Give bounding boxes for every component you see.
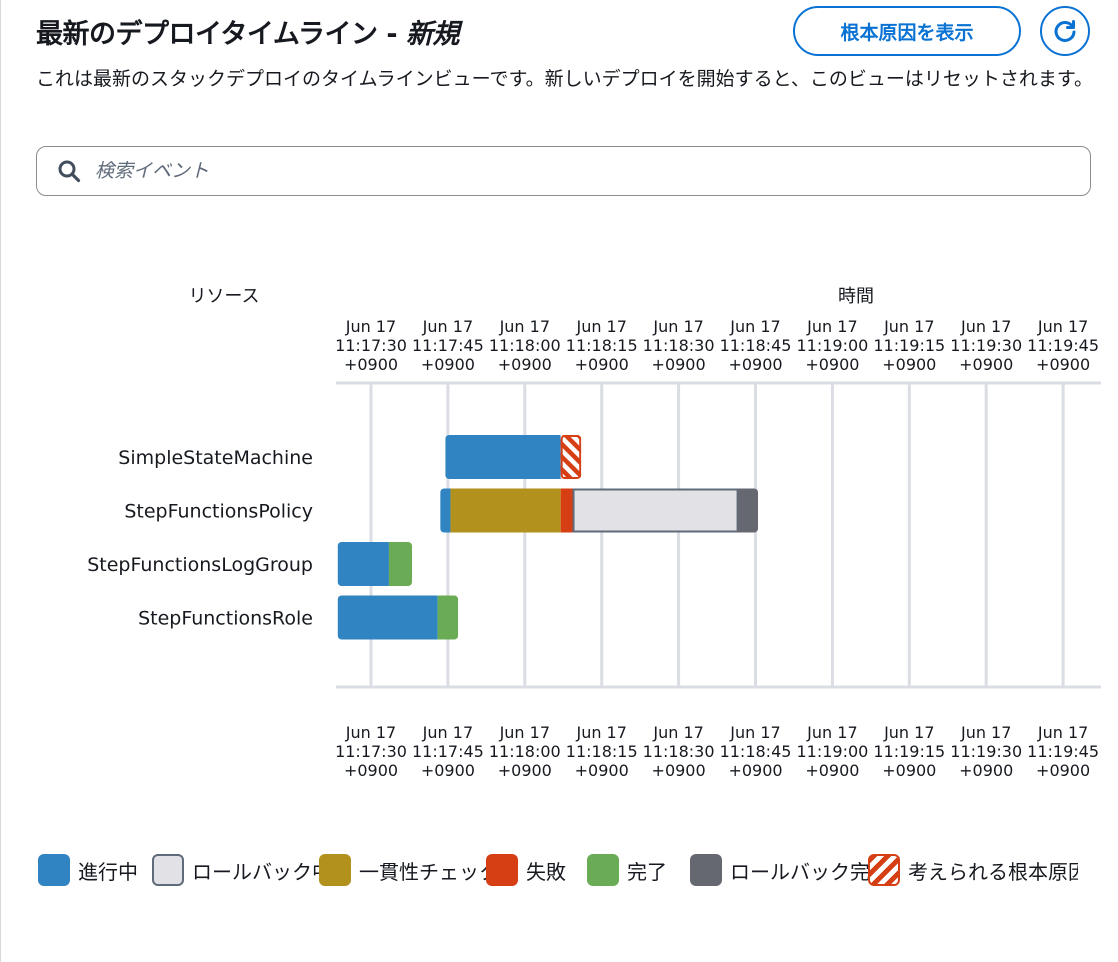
tick-label-bottom: Jun 17 11:17:30 +0900: [335, 723, 407, 780]
timeline-description: これは最新のスタックデプロイのタイムラインビューです。新しいデプロイを開始すると…: [36, 68, 1093, 90]
resource-row-bars[interactable]: [440, 488, 759, 533]
tick-label-top: Jun 17 11:18:15 +0900: [566, 317, 638, 374]
resource-label: StepFunctionsPolicy: [124, 501, 313, 523]
resource-row-bars[interactable]: [337, 595, 459, 640]
tick-label-bottom: Jun 17 11:19:45 +0900: [1027, 723, 1099, 780]
legend-label: 考えられる根本原因: [908, 859, 1078, 884]
bar-segment-root-cause[interactable]: [560, 435, 582, 479]
tick-label-top: Jun 17 11:19:45 +0900: [1027, 317, 1099, 374]
tick-label-bottom: Jun 17 11:19:00 +0900: [796, 723, 868, 780]
bar-segment-consistency-check[interactable]: [450, 488, 561, 533]
tick-label-top: Jun 17 11:17:30 +0900: [335, 317, 407, 374]
legend-item-consistency-check: 一貫性チェック: [319, 852, 499, 888]
title-separator: -: [377, 19, 407, 50]
tick-label-bottom: Jun 17 11:17:45 +0900: [412, 723, 484, 780]
legend-swatch: [690, 854, 722, 886]
tick-label-bottom: Jun 17 11:18:00 +0900: [489, 723, 561, 780]
legend-label: 一貫性チェック: [359, 859, 499, 884]
legend-label: ロールバック中: [192, 859, 332, 884]
tick-label-top: Jun 17 11:18:45 +0900: [720, 317, 792, 374]
bar-segment-in-progress[interactable]: [445, 435, 561, 479]
legend-swatch: [319, 854, 351, 886]
tick-label-bottom: Jun 17 11:18:30 +0900: [643, 723, 715, 780]
resource-row-bars[interactable]: [337, 542, 413, 586]
bar-segment-failed[interactable]: [560, 488, 574, 533]
bar-segment-in-progress[interactable]: [337, 595, 438, 640]
root-cause-outline: [560, 435, 582, 479]
bar-segment-complete[interactable]: [437, 595, 459, 640]
refresh-button[interactable]: [1040, 6, 1090, 56]
bar-segment-rollback-in-progress[interactable]: [573, 488, 738, 533]
resource-row-bars[interactable]: [445, 435, 582, 479]
legend-label: 完了: [627, 859, 667, 884]
search-icon: [55, 157, 83, 185]
status-legend: 進行中 ロールバック中 一貫性チェック 失敗 完了 ロールバック完了 考えられる根本原因: [38, 852, 1078, 892]
tick-label-top: Jun 17 11:19:30 +0900: [950, 317, 1022, 374]
tick-label-bottom: Jun 17 11:19:15 +0900: [873, 723, 945, 780]
bar-segment-complete[interactable]: [388, 542, 413, 586]
tick-label-top: Jun 17 11:19:15 +0900: [873, 317, 945, 374]
search-field[interactable]: [36, 146, 1091, 196]
bar-segment-in-progress[interactable]: [440, 488, 451, 533]
legend-swatch: [486, 854, 518, 886]
tick-label-bottom: Jun 17 11:19:30 +0900: [950, 723, 1022, 780]
legend-swatch: [152, 854, 184, 886]
title-main: 最新のデプロイタイムライン: [36, 19, 378, 50]
legend-label: 進行中: [78, 859, 138, 884]
time-column-header: 時間: [838, 286, 874, 307]
bar-segment-in-progress[interactable]: [337, 542, 389, 586]
tick-label-top: Jun 17 11:18:30 +0900: [643, 317, 715, 374]
legend-swatch: [868, 854, 900, 886]
legend-item-complete: 完了: [587, 852, 667, 888]
tick-label-top: Jun 17 11:18:00 +0900: [489, 317, 561, 374]
resource-column-header: リソース: [188, 286, 259, 307]
page-title: 最新のデプロイタイムライン - 新規: [36, 12, 460, 51]
tick-label-bottom: Jun 17 11:18:15 +0900: [566, 723, 638, 780]
legend-item-rollback-in-progress: ロールバック中: [152, 852, 332, 888]
legend-item-rollback-complete: ロールバック完了: [690, 852, 890, 888]
tick-label-top: Jun 17 11:19:00 +0900: [796, 317, 868, 374]
title-status: 新規: [406, 19, 460, 50]
tick-label-top: Jun 17 11:17:45 +0900: [412, 317, 484, 374]
legend-item-in-progress: 進行中: [38, 852, 138, 888]
legend-label: ロールバック完了: [730, 859, 890, 884]
refresh-icon: [1054, 20, 1076, 42]
bar-segment-rollback-complete[interactable]: [737, 488, 759, 533]
search-input[interactable]: [95, 149, 1090, 193]
tick-label-bottom: Jun 17 11:18:45 +0900: [720, 723, 792, 780]
legend-label: 失敗: [526, 859, 566, 884]
legend-item-failed: 失敗: [486, 852, 566, 888]
legend-swatch: [587, 854, 619, 886]
legend-swatch: [38, 854, 70, 886]
legend-item-root-cause: 考えられる根本原因: [868, 852, 1078, 888]
resource-label: StepFunctionsRole: [138, 608, 313, 630]
resource-label: SimpleStateMachine: [118, 447, 313, 469]
view-root-cause-button[interactable]: 根本原因を表示: [793, 6, 1021, 56]
resource-label: StepFunctionsLogGroup: [87, 554, 313, 576]
